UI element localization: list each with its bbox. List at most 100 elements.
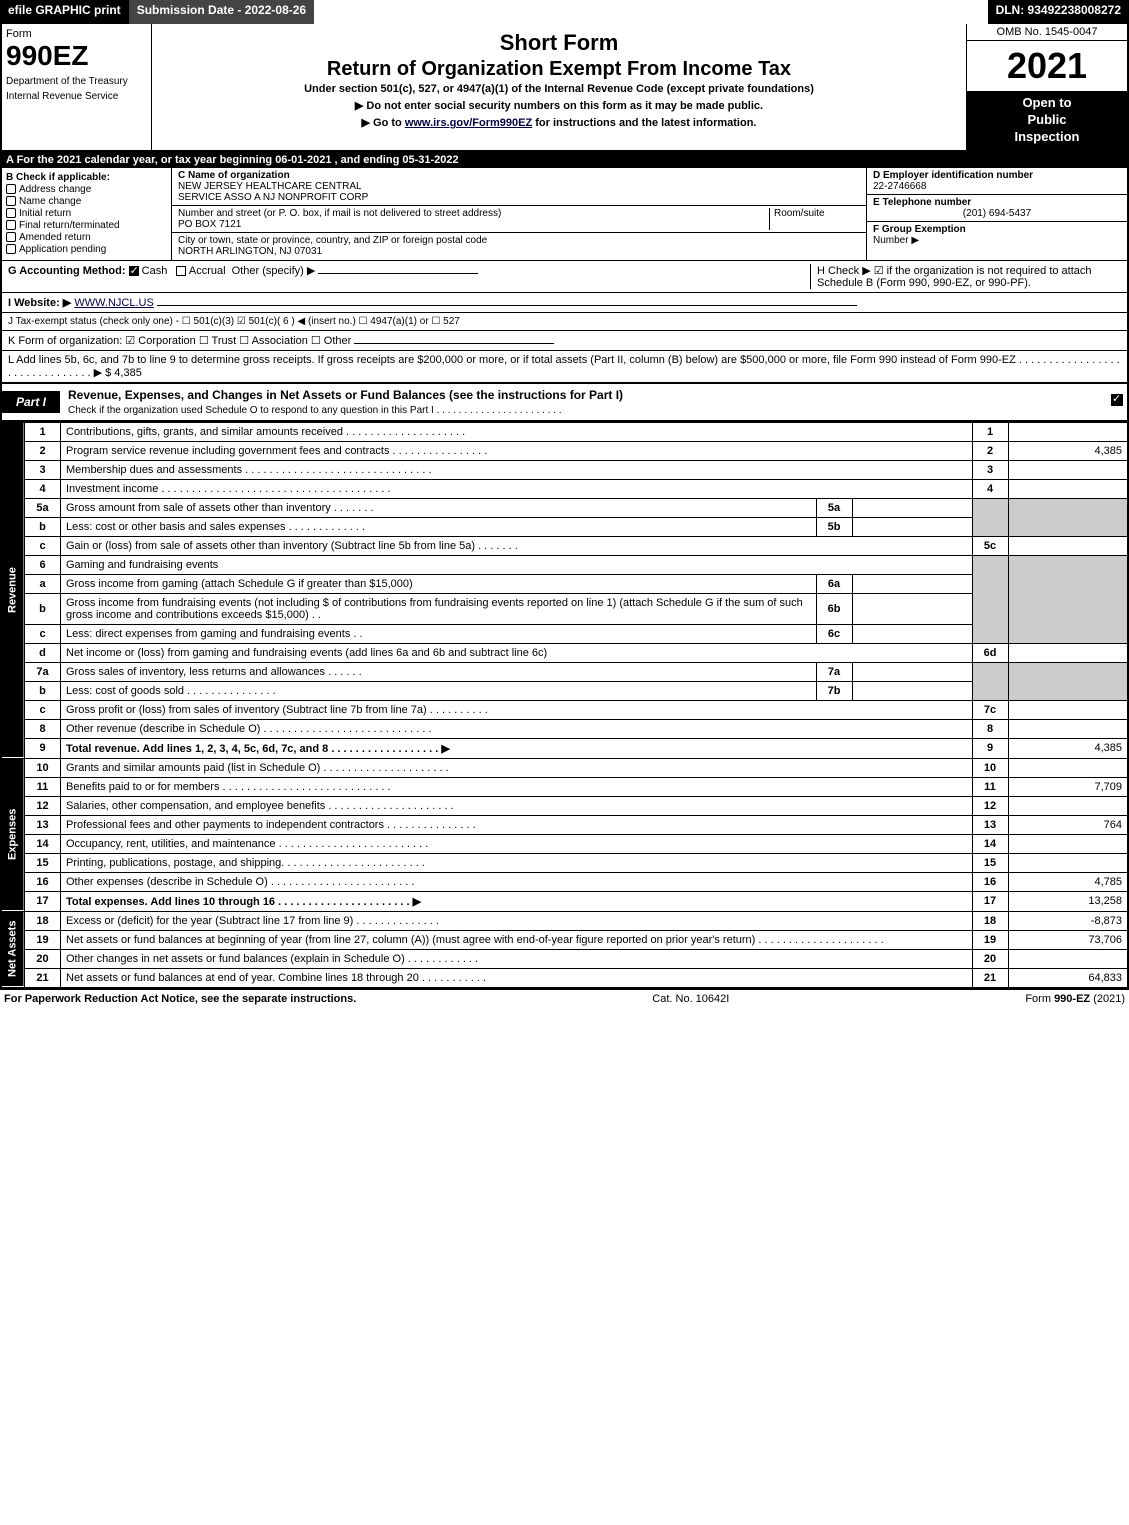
grey-cell xyxy=(1008,662,1128,700)
revenue-side-label: Revenue xyxy=(1,422,25,758)
line-13-desc: Professional fees and other payments to … xyxy=(61,815,973,834)
part-1-checkbox[interactable] xyxy=(1107,390,1127,413)
line-16-amt: 4,785 xyxy=(1008,872,1128,891)
d-value: 22-2746668 xyxy=(873,181,926,192)
line-20-num: 20 xyxy=(972,949,1008,968)
line-7c-num: 7c xyxy=(972,700,1008,719)
f-label2: Number ▶ xyxy=(873,235,919,246)
line-11-num: 11 xyxy=(972,777,1008,796)
header-left: Form 990EZ Department of the Treasury In… xyxy=(2,24,152,150)
omb-number: OMB No. 1545-0047 xyxy=(967,24,1127,41)
org-name-2: SERVICE ASSO A NJ NONPROFIT CORP xyxy=(178,192,368,203)
line-18-amt: -8,873 xyxy=(1008,911,1128,930)
line-num: 14 xyxy=(25,834,61,853)
part-1-tab: Part I xyxy=(2,391,60,413)
line-num: 12 xyxy=(25,796,61,815)
line-num: b xyxy=(25,681,61,700)
line-num: b xyxy=(25,593,61,624)
line-6a-desc: Gross income from gaming (attach Schedul… xyxy=(61,574,817,593)
i-label: I Website: ▶ xyxy=(8,297,71,309)
top-bar: efile GRAPHIC print Submission Date - 20… xyxy=(0,0,1129,24)
line-9-amt: 4,385 xyxy=(1008,738,1128,758)
c-name-block: C Name of organization NEW JERSEY HEALTH… xyxy=(172,168,866,206)
irs-link[interactable]: www.irs.gov/Form990EZ xyxy=(405,117,532,129)
chk-initial-return[interactable]: Initial return xyxy=(6,208,167,219)
line-num: 13 xyxy=(25,815,61,834)
chk-amended-return[interactable]: Amended return xyxy=(6,232,167,243)
website-link[interactable]: WWW.NJCL.US xyxy=(74,297,153,309)
col-b: B Check if applicable: Address change Na… xyxy=(2,168,172,260)
line-15-amt xyxy=(1008,853,1128,872)
line-1-num: 1 xyxy=(972,422,1008,441)
grey-cell xyxy=(972,662,1008,700)
line-21-desc: Net assets or fund balances at end of ye… xyxy=(61,968,973,987)
line-6d-amt xyxy=(1008,643,1128,662)
line-6c-sub: 6c xyxy=(816,624,852,643)
line-num: 7a xyxy=(25,662,61,681)
form-label: Form xyxy=(6,28,147,40)
c-label: C Name of organization xyxy=(178,170,290,181)
g-other-line xyxy=(318,273,478,274)
line-num: 20 xyxy=(25,949,61,968)
line-14-num: 14 xyxy=(972,834,1008,853)
line-13-amt: 764 xyxy=(1008,815,1128,834)
line-7c-desc: Gross profit or (loss) from sales of inv… xyxy=(61,700,973,719)
line-15-num: 15 xyxy=(972,853,1008,872)
chk-accrual-icon xyxy=(176,266,186,276)
line-16-desc: Other expenses (describe in Schedule O) … xyxy=(61,872,973,891)
line-18-desc: Excess or (deficit) for the year (Subtra… xyxy=(61,911,973,930)
line-7b-sub: 7b xyxy=(816,681,852,700)
dept-treasury: Department of the Treasury xyxy=(6,76,147,87)
checkmark-icon xyxy=(1111,394,1123,406)
line-20-amt xyxy=(1008,949,1128,968)
paperwork-notice: For Paperwork Reduction Act Notice, see … xyxy=(4,993,356,1005)
line-4-amt xyxy=(1008,479,1128,498)
line-num: 18 xyxy=(25,911,61,930)
line-1-desc: Contributions, gifts, grants, and simila… xyxy=(61,422,973,441)
chk-address-change[interactable]: Address change xyxy=(6,184,167,195)
line-21-amt: 64,833 xyxy=(1008,968,1128,987)
line-num: 3 xyxy=(25,460,61,479)
submission-date: Submission Date - 2022-08-26 xyxy=(129,0,314,24)
chk-final-return[interactable]: Final return/terminated xyxy=(6,220,167,231)
spacer xyxy=(314,0,987,24)
line-10-desc: Grants and similar amounts paid (list in… xyxy=(61,758,973,777)
line-17-num: 17 xyxy=(972,891,1008,911)
line-16-num: 16 xyxy=(972,872,1008,891)
dept-irs: Internal Revenue Service xyxy=(6,91,147,102)
chk-label: Initial return xyxy=(19,208,71,219)
grey-cell xyxy=(1008,498,1128,536)
line-15-desc: Printing, publications, postage, and shi… xyxy=(61,853,973,872)
line-num: 9 xyxy=(25,738,61,758)
addr-value: PO BOX 7121 xyxy=(178,219,241,230)
addr-label: Number and street (or P. O. box, if mail… xyxy=(178,208,501,219)
note-goto: ▶ Go to www.irs.gov/Form990EZ for instru… xyxy=(160,116,958,129)
row-k: K Form of organization: ☑ Corporation ☐ … xyxy=(0,331,1129,351)
g-accrual: Accrual xyxy=(189,265,226,277)
form-ref: Form 990-EZ (2021) xyxy=(1025,993,1125,1005)
dln-label: DLN: 93492238008272 xyxy=(988,0,1129,24)
note-ssn: ▶ Do not enter social security numbers o… xyxy=(160,99,958,112)
line-11-amt: 7,709 xyxy=(1008,777,1128,796)
line-1-amt xyxy=(1008,422,1128,441)
line-num: 1 xyxy=(25,422,61,441)
line-5a-subamt xyxy=(852,498,972,517)
grey-cell xyxy=(972,555,1008,643)
col-def: D Employer identification number 22-2746… xyxy=(867,168,1127,260)
header-center: Short Form Return of Organization Exempt… xyxy=(152,24,967,150)
line-2-desc: Program service revenue including govern… xyxy=(61,441,973,460)
chk-application-pending[interactable]: Application pending xyxy=(6,244,167,255)
line-6-desc: Gaming and fundraising events xyxy=(61,555,973,574)
line-num: 15 xyxy=(25,853,61,872)
title-short-form: Short Form xyxy=(160,30,958,56)
line-8-num: 8 xyxy=(972,719,1008,738)
f-group-exemption: F Group Exemption Number ▶ xyxy=(867,222,1127,248)
chk-name-change[interactable]: Name change xyxy=(6,196,167,207)
netassets-side-label: Net Assets xyxy=(1,911,25,987)
chk-cash-icon xyxy=(129,266,139,276)
line-6c-desc: Less: direct expenses from gaming and fu… xyxy=(61,624,817,643)
line-3-desc: Membership dues and assessments . . . . … xyxy=(61,460,973,479)
line-num: c xyxy=(25,624,61,643)
line-5a-desc: Gross amount from sale of assets other t… xyxy=(61,498,817,517)
line-11-desc: Benefits paid to or for members . . . . … xyxy=(61,777,973,796)
